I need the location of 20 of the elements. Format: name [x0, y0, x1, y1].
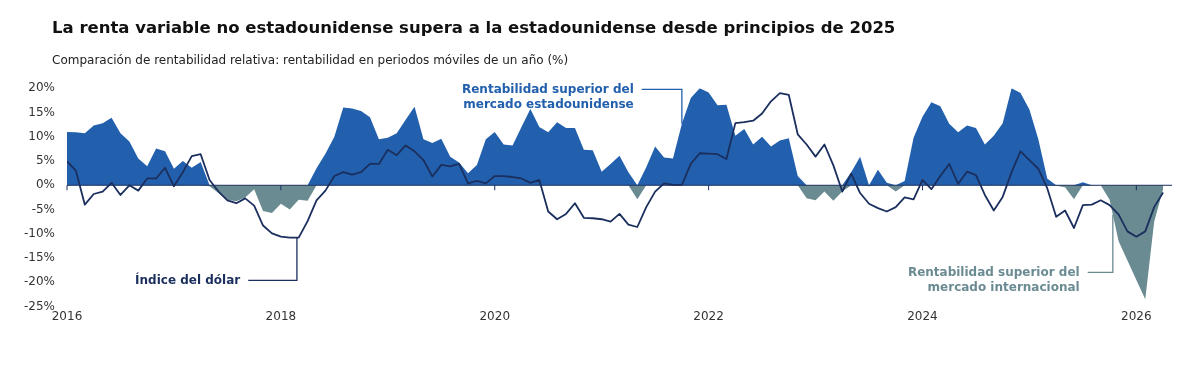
- text: Índice del dólar: [135, 271, 241, 287]
- text: Rentabilidad superior del mercado internacional: [907, 264, 1080, 294]
- x-tick-label: 2024: [907, 308, 938, 323]
- y-tick-label: 15%: [28, 104, 55, 119]
- y-tick-label: -5%: [31, 201, 55, 216]
- y-tick-label: 0%: [35, 177, 55, 192]
- series-label: Rentabilidad superior del mercado estadounidense: [461, 81, 634, 111]
- y-tick-label: -20%: [23, 274, 55, 289]
- y-tick-label: 20%: [28, 80, 55, 95]
- x-tick-label: 2018: [265, 308, 297, 323]
- x-tick-label: 2022: [693, 308, 724, 323]
- x-tick-label: 2020: [479, 308, 511, 323]
- y-tick-label: 5%: [35, 153, 55, 168]
- x-tick-label: 2026: [1121, 308, 1152, 323]
- chart-title: La renta variable no estadounidense supera a la estadounidense desde principios de 2025: [52, 18, 897, 37]
- y-tick-label: 10%: [28, 128, 55, 143]
- y-tick-label: -15%: [23, 250, 55, 265]
- y-tick-label: -10%: [23, 225, 55, 240]
- x-tick-label: 2016: [51, 308, 83, 323]
- chart-subtitle: Comparación de rentabilidad relativa: rentabilidad en periodos móviles de un año (%): [52, 53, 570, 67]
